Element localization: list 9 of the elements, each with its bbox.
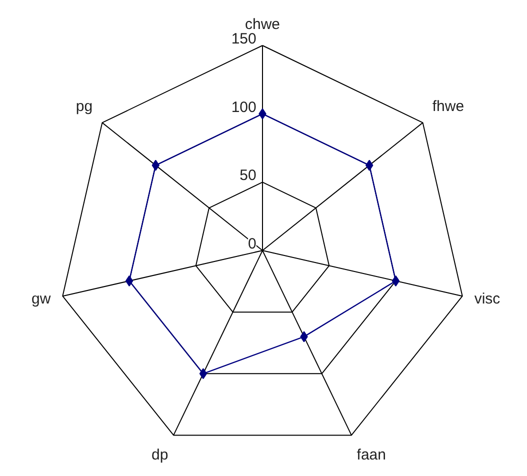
spoke-label: faan [356,446,386,464]
spoke-label: fhwe [432,98,464,116]
spoke-label: dp [152,446,168,464]
spoke-label: visc [474,290,501,308]
spoke-label: gw [31,290,51,308]
y-tick-label: 0 [248,235,256,252]
spoke-label: pg [76,98,93,116]
y-tick-label: 50 [240,167,256,184]
y-tick-label: 100 [231,98,256,116]
